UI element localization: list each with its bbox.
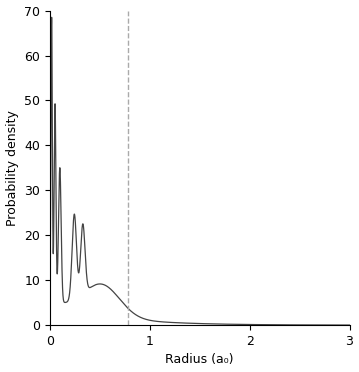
X-axis label: Radius (a₀): Radius (a₀) — [165, 353, 234, 366]
Y-axis label: Probability density: Probability density — [5, 110, 19, 226]
